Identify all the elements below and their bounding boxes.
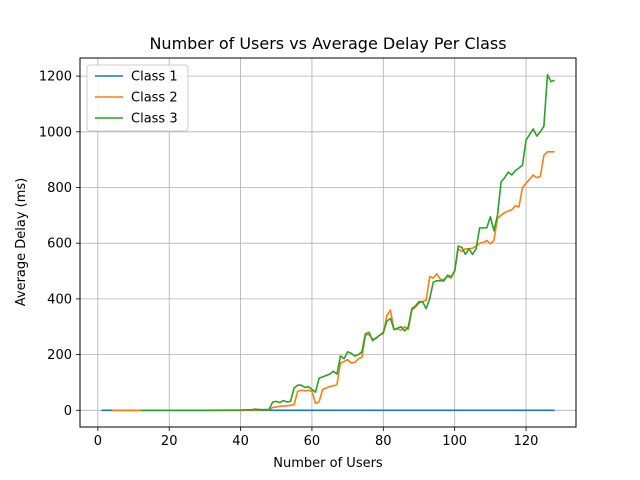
legend-box bbox=[86, 64, 189, 132]
legend: Class 1 Class 2 Class 3 bbox=[86, 64, 189, 132]
x-tick-label: 80 bbox=[375, 434, 392, 449]
x-tick-label: 100 bbox=[442, 434, 467, 449]
y-tick-label: 200 bbox=[47, 348, 72, 363]
legend-label: Class 3 bbox=[131, 112, 178, 127]
series-line-class-2 bbox=[112, 151, 555, 412]
series-line-class-3 bbox=[140, 73, 555, 412]
x-tick-label: 40 bbox=[232, 434, 249, 449]
x-tick-label: 0 bbox=[94, 434, 102, 449]
y-tick-label: 1000 bbox=[39, 125, 72, 140]
chart-title: Number of Users vs Average Delay Per Cla… bbox=[149, 34, 506, 53]
x-tick-label: 60 bbox=[304, 434, 321, 449]
x-axis-label: Number of Users bbox=[273, 456, 383, 471]
plot-frame bbox=[79, 57, 577, 428]
y-axis-ticks: 0 200 400 600 800 1000 1200 bbox=[39, 70, 80, 419]
x-tick-label: 20 bbox=[161, 434, 178, 449]
y-tick-label: 600 bbox=[47, 237, 72, 252]
plot-series bbox=[101, 73, 555, 412]
x-axis-ticks: 0 20 40 60 80 100 120 bbox=[94, 427, 539, 449]
x-tick-label: 120 bbox=[514, 434, 539, 449]
y-axis-label: Average Delay (ms) bbox=[14, 178, 29, 307]
y-tick-label: 400 bbox=[47, 292, 72, 307]
y-tick-label: 1200 bbox=[39, 70, 72, 85]
legend-label: Class 1 bbox=[131, 70, 178, 85]
y-tick-label: 0 bbox=[64, 404, 72, 419]
legend-label: Class 2 bbox=[131, 91, 178, 106]
y-tick-label: 800 bbox=[47, 181, 72, 196]
